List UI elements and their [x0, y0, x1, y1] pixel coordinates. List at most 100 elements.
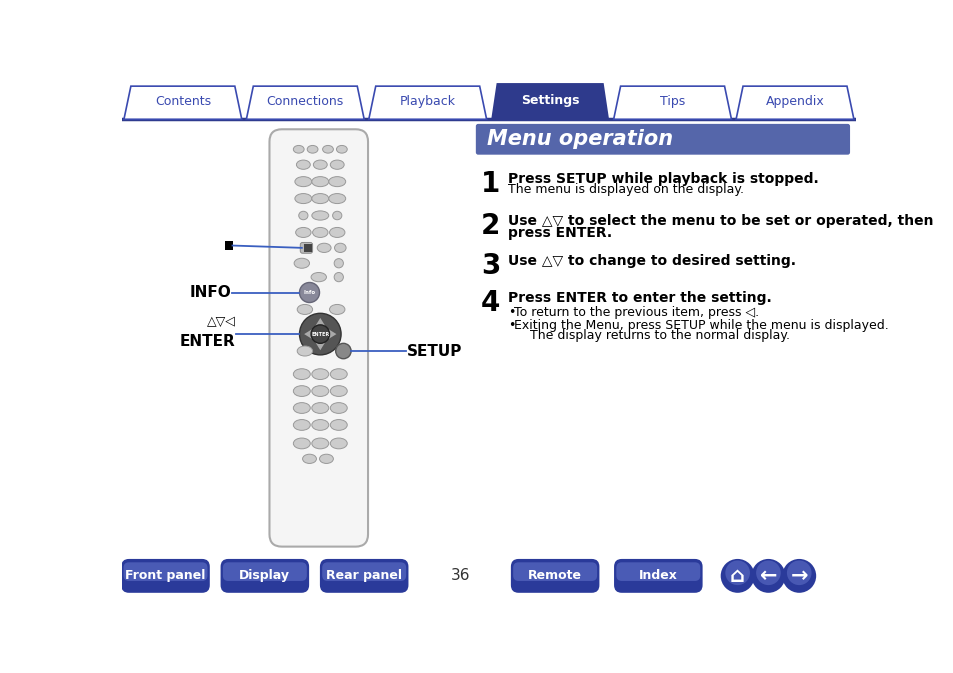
- Ellipse shape: [329, 194, 345, 203]
- Polygon shape: [326, 328, 336, 341]
- FancyBboxPatch shape: [319, 559, 408, 593]
- Ellipse shape: [313, 160, 327, 170]
- Circle shape: [299, 283, 319, 303]
- Ellipse shape: [333, 211, 341, 220]
- Text: Appendix: Appendix: [765, 96, 823, 108]
- Ellipse shape: [312, 369, 329, 380]
- Text: To return to the previous item, press ◁.: To return to the previous item, press ◁.: [514, 306, 759, 320]
- Ellipse shape: [294, 176, 312, 186]
- Polygon shape: [613, 86, 731, 119]
- Circle shape: [724, 561, 749, 585]
- Ellipse shape: [307, 145, 317, 153]
- FancyBboxPatch shape: [513, 563, 597, 581]
- Text: 3: 3: [480, 252, 500, 281]
- Text: Exiting the Menu, press SETUP while the menu is displayed.: Exiting the Menu, press SETUP while the …: [514, 319, 888, 332]
- Ellipse shape: [293, 438, 310, 449]
- Text: INFO: INFO: [189, 285, 231, 300]
- Ellipse shape: [335, 243, 346, 252]
- Ellipse shape: [293, 145, 304, 153]
- Text: •: •: [508, 306, 515, 320]
- Text: SETUP: SETUP: [406, 343, 461, 359]
- Polygon shape: [314, 341, 326, 350]
- Text: ENTER: ENTER: [311, 332, 329, 336]
- Text: Index: Index: [639, 569, 677, 582]
- Text: 4: 4: [480, 289, 500, 318]
- Polygon shape: [314, 318, 326, 328]
- Text: •: •: [508, 319, 515, 332]
- Ellipse shape: [330, 369, 347, 380]
- Ellipse shape: [298, 211, 308, 220]
- FancyBboxPatch shape: [511, 559, 598, 593]
- Ellipse shape: [330, 386, 347, 396]
- FancyBboxPatch shape: [121, 559, 210, 593]
- Circle shape: [311, 325, 329, 343]
- Ellipse shape: [313, 227, 328, 238]
- Ellipse shape: [295, 227, 311, 238]
- Ellipse shape: [334, 273, 343, 282]
- Text: Connections: Connections: [267, 96, 343, 108]
- Ellipse shape: [312, 386, 329, 396]
- Ellipse shape: [312, 194, 329, 203]
- Ellipse shape: [322, 145, 333, 153]
- Text: Display: Display: [239, 569, 290, 582]
- Polygon shape: [225, 241, 233, 250]
- Polygon shape: [304, 244, 312, 252]
- Text: →: →: [790, 566, 807, 586]
- FancyBboxPatch shape: [616, 563, 700, 581]
- FancyBboxPatch shape: [300, 242, 313, 253]
- Ellipse shape: [296, 160, 310, 170]
- Ellipse shape: [293, 386, 310, 396]
- Text: Menu operation: Menu operation: [486, 129, 672, 149]
- FancyBboxPatch shape: [220, 559, 309, 593]
- Circle shape: [720, 559, 754, 593]
- Text: Settings: Settings: [520, 94, 578, 107]
- Ellipse shape: [330, 402, 347, 413]
- Text: Front panel: Front panel: [125, 569, 206, 582]
- Ellipse shape: [293, 402, 310, 413]
- Polygon shape: [124, 86, 241, 119]
- Circle shape: [751, 559, 784, 593]
- FancyBboxPatch shape: [322, 563, 406, 581]
- FancyBboxPatch shape: [124, 563, 207, 581]
- Circle shape: [299, 314, 341, 355]
- Ellipse shape: [317, 243, 331, 252]
- Text: 1: 1: [480, 170, 500, 198]
- Text: 36: 36: [450, 569, 470, 583]
- Ellipse shape: [294, 258, 309, 269]
- FancyBboxPatch shape: [476, 124, 849, 155]
- FancyBboxPatch shape: [614, 559, 701, 593]
- Text: ←: ←: [759, 566, 777, 586]
- Circle shape: [335, 343, 351, 359]
- Ellipse shape: [312, 176, 329, 186]
- Ellipse shape: [297, 346, 313, 356]
- Polygon shape: [736, 86, 853, 119]
- Ellipse shape: [330, 438, 347, 449]
- Polygon shape: [246, 86, 364, 119]
- Text: press ENTER.: press ENTER.: [508, 225, 612, 240]
- Text: Rear panel: Rear panel: [326, 569, 402, 582]
- Ellipse shape: [329, 304, 345, 314]
- Text: Playback: Playback: [399, 96, 456, 108]
- Ellipse shape: [319, 454, 333, 464]
- Text: Press SETUP while playback is stopped.: Press SETUP while playback is stopped.: [508, 172, 818, 186]
- Ellipse shape: [336, 145, 347, 153]
- Polygon shape: [491, 83, 608, 119]
- Text: Contents: Contents: [154, 96, 211, 108]
- Ellipse shape: [330, 160, 344, 170]
- Ellipse shape: [334, 258, 343, 268]
- Ellipse shape: [294, 194, 312, 203]
- FancyBboxPatch shape: [223, 563, 307, 581]
- Ellipse shape: [312, 419, 329, 430]
- Ellipse shape: [312, 438, 329, 449]
- Ellipse shape: [293, 369, 310, 380]
- Text: Press ENTER to enter the setting.: Press ENTER to enter the setting.: [508, 291, 771, 305]
- Text: ⌂: ⌂: [729, 566, 744, 586]
- Polygon shape: [304, 328, 314, 341]
- Text: ENTER: ENTER: [180, 334, 235, 349]
- Ellipse shape: [293, 419, 310, 430]
- Ellipse shape: [297, 304, 313, 314]
- Text: The display returns to the normal display.: The display returns to the normal displa…: [514, 330, 789, 343]
- Ellipse shape: [302, 454, 316, 464]
- Text: 2: 2: [480, 213, 500, 240]
- Ellipse shape: [312, 402, 329, 413]
